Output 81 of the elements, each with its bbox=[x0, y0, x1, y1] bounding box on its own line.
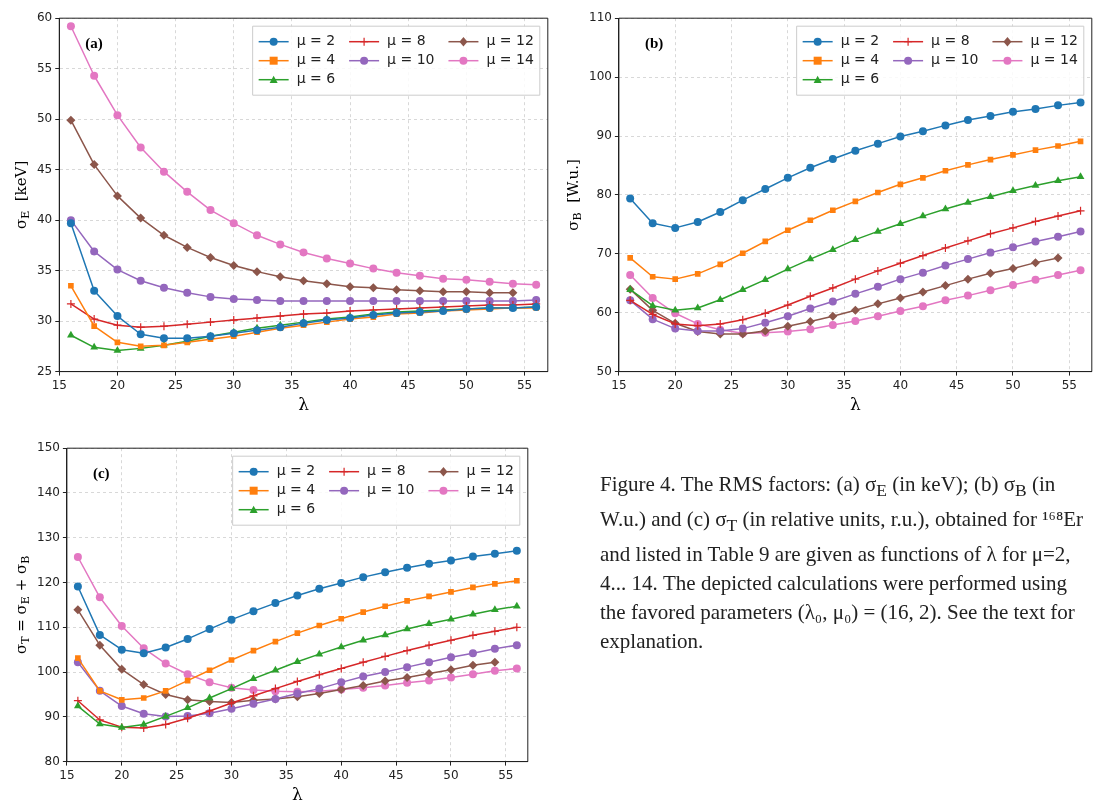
x-tick-label: 15 bbox=[59, 767, 75, 782]
legend-label: μ = 8 bbox=[367, 462, 406, 479]
legend-label: μ = 10 bbox=[387, 51, 435, 68]
legend-label: μ = 4 bbox=[276, 481, 316, 498]
annotation: (a) bbox=[85, 35, 103, 53]
legend-label: μ = 2 bbox=[840, 32, 880, 49]
legend-label: μ = 4 bbox=[840, 51, 880, 68]
x-tick-label: 30 bbox=[226, 377, 242, 392]
y-tick-label: 90 bbox=[596, 128, 612, 143]
y-axis-title: σE [keV] bbox=[11, 160, 33, 230]
y-tick-label: 60 bbox=[36, 10, 53, 25]
legend-label: μ = 2 bbox=[276, 462, 316, 479]
legend-label: μ = 14 bbox=[486, 51, 534, 68]
x-tick-label: 55 bbox=[498, 767, 514, 782]
legend-label: μ = 8 bbox=[387, 32, 426, 49]
annotation: (b) bbox=[644, 35, 664, 53]
x-tick-label: 15 bbox=[611, 377, 627, 392]
y-tick-label: 80 bbox=[44, 753, 60, 768]
x-tick-label: 40 bbox=[342, 377, 358, 392]
x-tick-label: 40 bbox=[333, 767, 349, 782]
y-tick-label: 110 bbox=[589, 10, 612, 25]
legend-label: μ = 14 bbox=[466, 481, 514, 498]
x-tick-label: 25 bbox=[167, 377, 184, 392]
legend-label: μ = 4 bbox=[296, 51, 336, 68]
x-axis-title: λ bbox=[291, 784, 303, 805]
y-tick-label: 130 bbox=[37, 529, 60, 544]
y-tick-label: 35 bbox=[36, 262, 53, 277]
legend-label: μ = 12 bbox=[486, 32, 534, 49]
y-tick-label: 90 bbox=[44, 708, 60, 723]
legend-label: μ = 6 bbox=[276, 500, 316, 517]
y-tick-label: 50 bbox=[596, 363, 612, 378]
annotation: (c) bbox=[92, 465, 110, 483]
y-tick-label: 60 bbox=[596, 304, 612, 319]
x-tick-label: 20 bbox=[109, 377, 126, 392]
y-tick-label: 55 bbox=[36, 60, 53, 75]
legend-label: μ = 14 bbox=[1030, 51, 1078, 68]
y-axis-title: σB [W.u.] bbox=[563, 159, 585, 231]
legend-label: μ = 10 bbox=[367, 481, 415, 498]
legend-label: μ = 6 bbox=[296, 70, 336, 87]
x-tick-label: 50 bbox=[1005, 377, 1021, 392]
text: Figure 4. The RMS factors: (a) σ$_{E}$ (in keV); (b) σ$_{B}$ (in W.u.) and (c) σ$_{T}$ (in relative units, r.u.), obtained for ¹⁶⁸Er and listed in Table 9 are given as functions of λ for μ=2, 4... 14. The depicted calculations were performed using the favored parameters (λ₀, μ₀) = (16, 2). See the text for explanation. bbox=[600, 472, 1084, 654]
x-tick-label: 45 bbox=[400, 377, 416, 392]
x-tick-label: 30 bbox=[780, 377, 796, 392]
legend-label: μ = 10 bbox=[931, 51, 979, 68]
x-axis-title: λ bbox=[298, 394, 310, 415]
y-tick-label: 110 bbox=[37, 619, 60, 634]
legend-label: μ = 12 bbox=[1030, 32, 1078, 49]
x-axis-title: λ bbox=[849, 394, 861, 415]
y-tick-label: 40 bbox=[36, 212, 53, 227]
legend-label: μ = 2 bbox=[296, 32, 336, 49]
legend-label: μ = 12 bbox=[466, 462, 514, 479]
legend-label: μ = 8 bbox=[931, 32, 970, 49]
y-tick-label: 70 bbox=[596, 245, 612, 260]
y-tick-label: 100 bbox=[37, 664, 60, 679]
x-tick-label: 35 bbox=[284, 377, 300, 392]
y-tick-label: 50 bbox=[36, 111, 53, 126]
x-tick-label: 55 bbox=[1061, 377, 1077, 392]
y-tick-label: 140 bbox=[37, 485, 60, 500]
x-tick-label: 50 bbox=[458, 377, 475, 392]
y-tick-label: 80 bbox=[596, 187, 612, 202]
x-tick-label: 35 bbox=[836, 377, 852, 392]
x-tick-label: 35 bbox=[278, 767, 295, 782]
x-tick-label: 40 bbox=[892, 377, 909, 392]
x-tick-label: 50 bbox=[443, 767, 459, 782]
y-tick-label: 25 bbox=[36, 363, 53, 378]
x-tick-label: 25 bbox=[723, 377, 740, 392]
x-tick-label: 15 bbox=[51, 377, 67, 392]
x-tick-label: 20 bbox=[114, 767, 130, 782]
x-tick-label: 45 bbox=[388, 767, 404, 782]
x-tick-label: 45 bbox=[949, 377, 965, 392]
y-tick-label: 100 bbox=[589, 69, 612, 84]
x-tick-label: 30 bbox=[223, 767, 240, 782]
y-tick-label: 150 bbox=[37, 440, 60, 455]
y-tick-label: 30 bbox=[36, 313, 53, 328]
x-tick-label: 20 bbox=[667, 377, 683, 392]
y-tick-label: 120 bbox=[37, 574, 60, 589]
legend-label: μ = 6 bbox=[840, 70, 880, 87]
y-tick-label: 45 bbox=[36, 161, 53, 176]
y-axis-title: σT = σE + σB bbox=[11, 555, 33, 655]
x-tick-label: 25 bbox=[169, 767, 185, 782]
x-tick-label: 55 bbox=[516, 377, 533, 392]
